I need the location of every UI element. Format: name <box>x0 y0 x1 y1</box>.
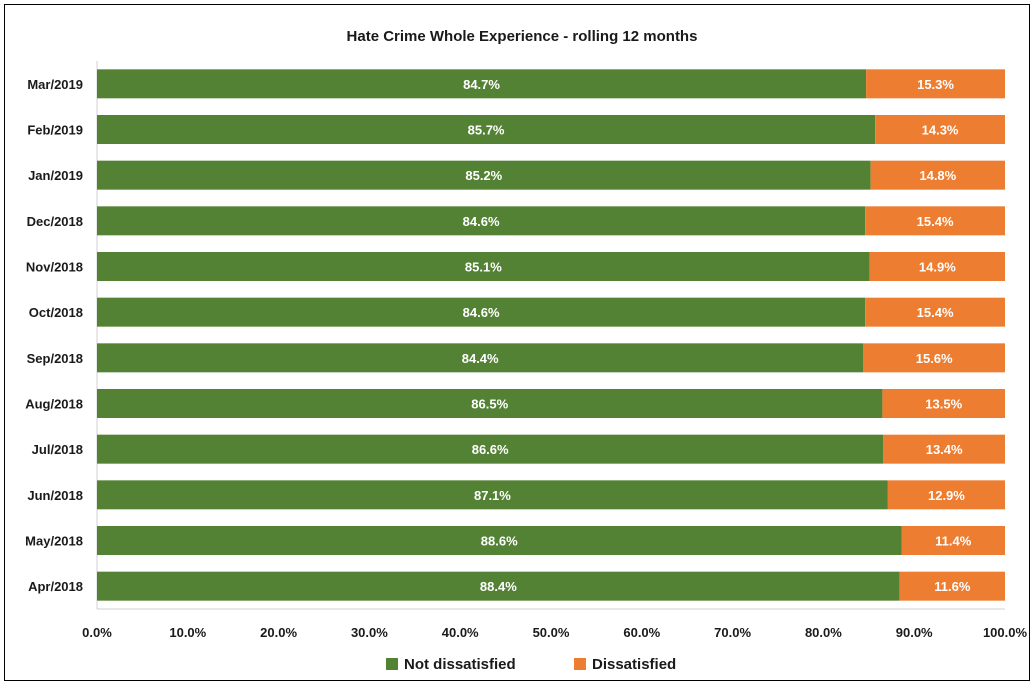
data-label-not-dissatisfied: 86.5% <box>471 397 508 412</box>
data-label-not-dissatisfied: 84.6% <box>463 305 500 320</box>
data-label-dissatisfied: 13.4% <box>926 442 963 457</box>
category-label: Oct/2018 <box>29 305 83 320</box>
data-label-dissatisfied: 15.4% <box>917 214 954 229</box>
category-label: Mar/2019 <box>27 77 83 92</box>
bar-not-dissatisfied <box>97 343 864 373</box>
bar-dissatisfied <box>870 160 1005 190</box>
bar-dissatisfied <box>865 297 1005 327</box>
x-tick-label: 80.0% <box>805 625 842 640</box>
category-label: Sep/2018 <box>27 351 83 366</box>
bar-dissatisfied <box>863 343 1005 373</box>
bar-not-dissatisfied <box>97 297 866 327</box>
data-label-not-dissatisfied: 84.7% <box>463 77 500 92</box>
bar-not-dissatisfied <box>97 69 867 99</box>
x-tick-label: 0.0% <box>82 625 112 640</box>
x-tick-label: 70.0% <box>714 625 751 640</box>
category-label: Feb/2019 <box>27 123 83 138</box>
bar-not-dissatisfied <box>97 480 888 510</box>
bar-dissatisfied <box>866 69 1005 99</box>
bar-not-dissatisfied <box>97 160 871 190</box>
x-tick-label: 50.0% <box>533 625 570 640</box>
bar-dissatisfied <box>882 389 1005 418</box>
bar-dissatisfied <box>883 434 1005 464</box>
category-label: Nov/2018 <box>26 260 83 275</box>
bar-not-dissatisfied <box>97 389 883 418</box>
bar-dissatisfied <box>901 526 1005 555</box>
bar-not-dissatisfied <box>97 434 884 464</box>
data-label-dissatisfied: 11.6% <box>934 579 971 594</box>
bar-dissatisfied <box>865 206 1005 236</box>
x-tick-label: 40.0% <box>442 625 479 640</box>
data-label-dissatisfied: 15.3% <box>917 77 954 92</box>
data-label-not-dissatisfied: 86.6% <box>472 442 509 457</box>
data-label-dissatisfied: 15.6% <box>916 351 953 366</box>
legend-label-not-dissatisfied: Not dissatisfied <box>404 656 516 673</box>
x-tick-label: 20.0% <box>260 625 297 640</box>
category-label: Aug/2018 <box>25 397 83 412</box>
bar-not-dissatisfied <box>97 571 900 601</box>
data-label-dissatisfied: 13.5% <box>925 397 962 412</box>
data-label-dissatisfied: 14.8% <box>919 168 956 183</box>
data-label-not-dissatisfied: 85.2% <box>465 168 502 183</box>
x-tick-label: 30.0% <box>351 625 388 640</box>
category-label: Jan/2019 <box>28 168 83 183</box>
bar-not-dissatisfied <box>97 115 876 144</box>
data-label-dissatisfied: 12.9% <box>928 488 965 503</box>
legend-swatch-dissatisfied <box>574 658 586 670</box>
bar-not-dissatisfied <box>97 252 870 281</box>
bar-dissatisfied <box>899 571 1005 601</box>
bar-dissatisfied <box>875 115 1005 144</box>
data-label-dissatisfied: 15.4% <box>917 305 954 320</box>
category-label: Jun/2018 <box>27 488 83 503</box>
x-tick-label: 100.0% <box>983 625 1028 640</box>
data-label-not-dissatisfied: 85.7% <box>468 123 505 138</box>
bar-not-dissatisfied <box>97 206 866 236</box>
data-label-not-dissatisfied: 88.6% <box>481 534 518 549</box>
legend-swatch-not-dissatisfied <box>386 658 398 670</box>
legend-label-dissatisfied: Dissatisfied <box>592 656 676 673</box>
data-label-dissatisfied: 11.4% <box>935 534 972 549</box>
category-label: Apr/2018 <box>28 579 83 594</box>
legend: Not dissatisfied Dissatisfied <box>386 656 676 673</box>
x-tick-label: 60.0% <box>623 625 660 640</box>
bar-dissatisfied <box>869 252 1005 281</box>
data-label-not-dissatisfied: 87.1% <box>474 488 511 503</box>
data-label-not-dissatisfied: 85.1% <box>465 260 502 275</box>
x-tick-label: 10.0% <box>169 625 206 640</box>
bar-not-dissatisfied <box>97 526 902 555</box>
chart-title: Hate Crime Whole Experience - rolling 12… <box>347 28 698 45</box>
data-label-not-dissatisfied: 84.4% <box>462 351 499 366</box>
data-label-dissatisfied: 14.3% <box>922 123 959 138</box>
category-label: Dec/2018 <box>27 214 83 229</box>
category-label: Jul/2018 <box>32 442 83 457</box>
bar-dissatisfied <box>887 480 1005 510</box>
data-label-dissatisfied: 14.9% <box>919 260 956 275</box>
x-tick-label: 90.0% <box>896 625 933 640</box>
category-label: May/2018 <box>25 534 83 549</box>
plot-area: Mar/2019 84.7% 15.3% Feb/2019 85.7% 14.3% Jan/… <box>25 61 1027 640</box>
data-label-not-dissatisfied: 88.4% <box>480 579 517 594</box>
data-label-not-dissatisfied: 84.6% <box>463 214 500 229</box>
